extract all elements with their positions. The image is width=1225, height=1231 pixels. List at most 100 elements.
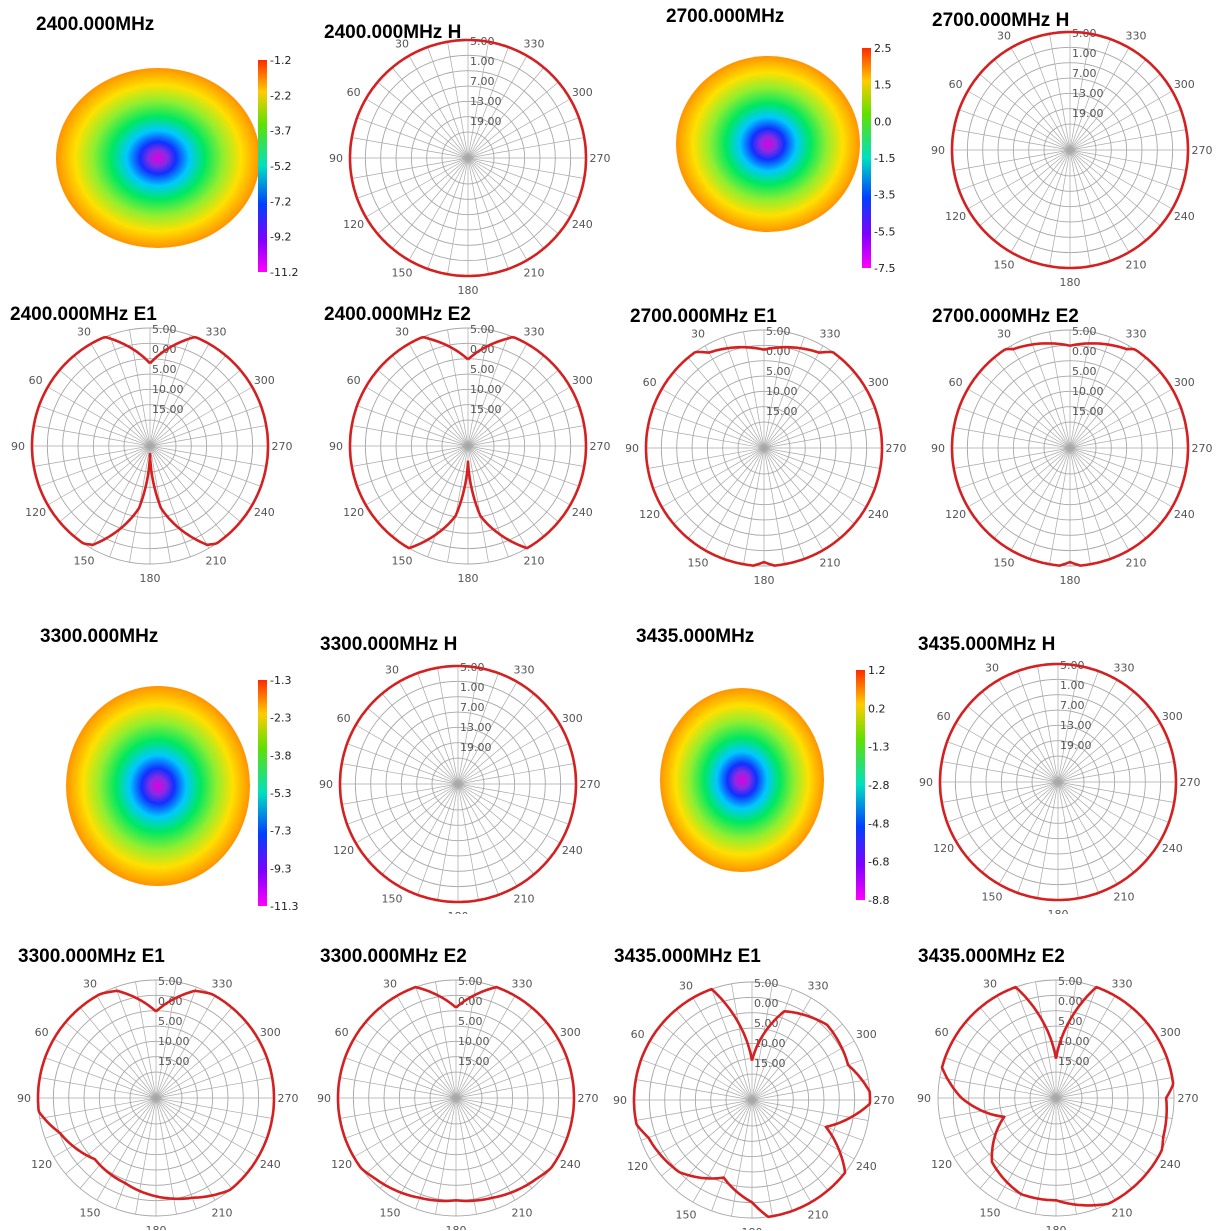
grid-spoke (353, 1097, 457, 1158)
colorbar-label: -1.5 (874, 152, 895, 165)
angle-tick-label: 180 (146, 1224, 167, 1230)
grid-spoke (455, 1077, 573, 1099)
radial-tick-label: 1.00 (1072, 47, 1097, 60)
grid-spoke (1069, 149, 1173, 210)
grid-spoke (155, 1097, 273, 1119)
radial-tick-label: 10.00 (470, 383, 502, 396)
chart-title: 3300.000MHz E1 (18, 946, 165, 967)
grid-spoke (467, 157, 571, 218)
angle-tick-label: 210 (206, 554, 227, 567)
grid-spoke (1010, 149, 1071, 253)
polar-grid (937, 979, 1175, 1217)
chart-panel: -1.3 -2.3 -3.8 -5.3 -7.3 -9.3 -11.3 3300.000MHz (36, 618, 316, 918)
grid-spoke (149, 445, 210, 549)
grid-spoke (455, 995, 516, 1099)
radial-tick-label: 10.00 (1072, 385, 1104, 398)
angle-tick-label: 30 (395, 38, 409, 51)
angle-tick-label: 300 (1162, 710, 1183, 723)
chart-panel: 5.00 0.00 5.00 10.00 15.00 30 330 60 300 90 270 120… (914, 940, 1214, 1230)
angle-tick-label: 210 (820, 556, 841, 569)
grid-spoke (467, 157, 585, 179)
grid-spoke (457, 783, 518, 887)
angle-tick-label: 180 (458, 572, 479, 585)
grid-spoke (408, 157, 469, 261)
grid-spoke (967, 447, 1071, 508)
grid-spoke (1069, 47, 1130, 151)
angle-tick-label: 210 (1126, 258, 1147, 271)
angle-tick-label: 60 (937, 710, 951, 723)
angle-tick-label: 240 (572, 218, 593, 231)
grid-spoke (90, 343, 151, 447)
grid-spoke (763, 331, 785, 449)
angle-tick-label: 210 (808, 1208, 829, 1221)
grid-spoke (967, 149, 1071, 210)
grid-spoke (377, 157, 469, 235)
radial-tick-label: 1.00 (470, 55, 495, 68)
grid-spoke (1069, 371, 1161, 449)
colorbar-label: 0.2 (868, 702, 886, 715)
colorbar-label: -1.2 (270, 54, 291, 67)
colorbar-label: -9.2 (270, 231, 291, 244)
grid-spoke (455, 1097, 573, 1119)
colorbar-label: 1.2 (868, 664, 886, 677)
angle-tick-label: 120 (333, 844, 354, 857)
radial-tick-label: 5.00 (158, 975, 183, 988)
grid-spoke (661, 388, 765, 449)
angle-tick-label: 60 (631, 1028, 645, 1041)
grid-spoke (467, 355, 545, 447)
grid-spoke (455, 1038, 559, 1099)
radial-tick-label: 10.00 (458, 1035, 490, 1048)
grid-spoke (467, 67, 545, 159)
grid-spoke (381, 693, 459, 785)
grid-spoke (457, 672, 499, 785)
grid-spoke (996, 995, 1057, 1099)
angle-tick-label: 180 (448, 910, 469, 914)
radial-tick-label: 5.00 (754, 1017, 779, 1030)
grid-spoke (1055, 986, 1097, 1099)
grid-spoke (1069, 357, 1147, 449)
grid-spoke (1069, 149, 1147, 241)
angle-tick-label: 120 (31, 1158, 52, 1171)
angle-tick-label: 330 (808, 980, 829, 993)
grid-spoke (391, 67, 469, 159)
grid-spoke (398, 783, 459, 887)
grid-spoke (447, 41, 469, 159)
grid-spoke (953, 1097, 1057, 1158)
grid-spoke (457, 763, 575, 785)
angle-tick-label: 90 (318, 1092, 331, 1105)
angle-tick-label: 60 (337, 712, 351, 725)
colorbar-label: -6.8 (868, 856, 889, 869)
angle-tick-label: 240 (1174, 508, 1195, 521)
radial-tick-label: 15.00 (766, 405, 798, 418)
polar-plot: 5.00 0.00 5.00 10.00 15.00 30 330 60 300 90 270 120… (318, 975, 599, 1230)
pattern-trace (30, 335, 270, 547)
polar-grid (339, 665, 577, 903)
angle-tick-label: 30 (77, 326, 91, 339)
grid-spoke (1017, 781, 1059, 894)
pattern-trace (336, 985, 576, 1203)
grid-spoke (447, 445, 469, 563)
grid-spoke (467, 137, 585, 159)
grid-spoke (763, 447, 876, 489)
angle-tick-label: 60 (347, 86, 361, 99)
grid-spoke (44, 1057, 157, 1099)
grid-spoke (958, 109, 1071, 151)
grid-spoke (344, 1057, 457, 1099)
chart-title: 3435.000MHz (636, 626, 755, 647)
grid-spoke (467, 386, 571, 447)
angle-tick-label: 270 (874, 1094, 895, 1107)
grid-spoke (751, 1099, 829, 1191)
grid-spoke (635, 1099, 753, 1121)
grid-spoke (415, 986, 457, 1099)
radial-tick-label: 5.00 (1058, 975, 1083, 988)
grid-spoke (1069, 388, 1173, 449)
chart-title: 3435.000MHz H (918, 634, 1056, 655)
grid-spoke (723, 336, 765, 449)
angle-tick-label: 30 (383, 978, 397, 991)
grid-spoke (704, 447, 765, 551)
grid-spoke (1069, 447, 1187, 469)
grid-spoke (455, 1021, 547, 1099)
grid-spoke (447, 157, 469, 275)
grid-spoke (1055, 1097, 1133, 1189)
grid-spoke (457, 783, 561, 844)
